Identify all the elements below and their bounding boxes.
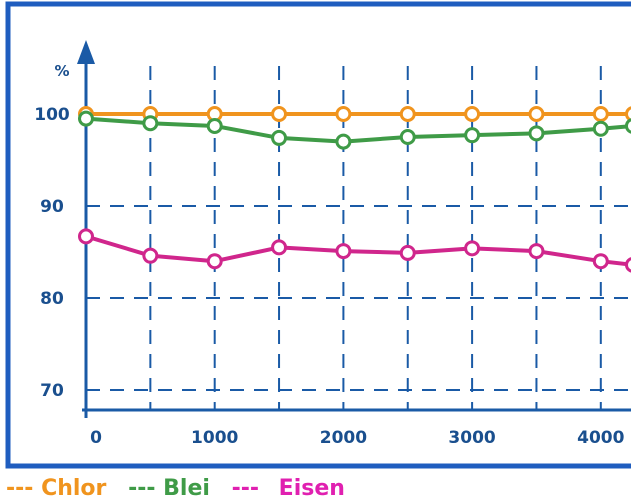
legend-item-chlor: --- Chlor <box>6 476 114 501</box>
data-point-eisen <box>592 253 609 270</box>
data-point-blei <box>206 117 223 134</box>
data-point-eisen <box>624 257 631 273</box>
y-axis-arrow <box>77 40 95 64</box>
data-point-eisen <box>399 244 416 261</box>
data-point-chlor <box>528 106 545 122</box>
legend-label-chlor: Chlor <box>41 476 107 501</box>
legend-dash: --- <box>231 476 259 501</box>
legend-dash: --- <box>6 476 34 501</box>
y-axis-label: % <box>54 62 69 80</box>
data-point-blei <box>335 133 352 150</box>
data-point-blei <box>464 127 481 144</box>
legend-label-eisen: Eisen <box>278 476 345 501</box>
data-point-blei <box>624 118 631 134</box>
data-point-eisen <box>464 240 481 257</box>
data-point-blei <box>271 129 288 146</box>
x-tick-label: 3000 <box>448 428 495 448</box>
legend-item-blei: --- Blei <box>128 476 218 501</box>
data-point-blei <box>399 129 416 145</box>
legend-label-blei: Blei <box>163 476 210 501</box>
data-point-chlor <box>624 106 631 122</box>
data-point-chlor <box>592 106 609 122</box>
x-tick-label: 2000 <box>320 428 367 448</box>
data-point-eisen <box>206 253 223 270</box>
data-point-eisen <box>528 243 545 260</box>
chart-frame-border <box>5 1 631 469</box>
legend-item-eisen: --- Eisen <box>232 476 345 501</box>
data-point-chlor <box>399 106 416 122</box>
data-point-blei <box>78 110 94 127</box>
y-tick-label: 100 <box>34 105 70 125</box>
data-point-eisen <box>271 239 288 256</box>
legend: --- Chlor --- Blei --- Eisen <box>6 476 359 502</box>
y-tick-label: 70 <box>40 381 64 401</box>
data-point-blei <box>142 115 159 132</box>
data-point-eisen <box>142 247 159 264</box>
data-point-blei <box>592 120 609 137</box>
data-point-chlor <box>271 106 288 122</box>
series-line-eisen <box>85 234 631 267</box>
y-tick-label: 90 <box>40 197 64 217</box>
data-point-chlor <box>464 106 481 122</box>
x-tick-label: 4000 <box>577 428 624 448</box>
x-tick-label: 1000 <box>191 428 238 448</box>
legend-dash: --- <box>128 476 156 501</box>
data-point-eisen <box>78 228 94 245</box>
x-tick-label: 0 <box>90 428 102 448</box>
data-point-blei <box>528 125 545 142</box>
data-point-eisen <box>335 243 352 260</box>
y-tick-label: 80 <box>40 289 64 309</box>
series-line-blei <box>85 116 631 144</box>
data-point-chlor <box>335 106 352 122</box>
